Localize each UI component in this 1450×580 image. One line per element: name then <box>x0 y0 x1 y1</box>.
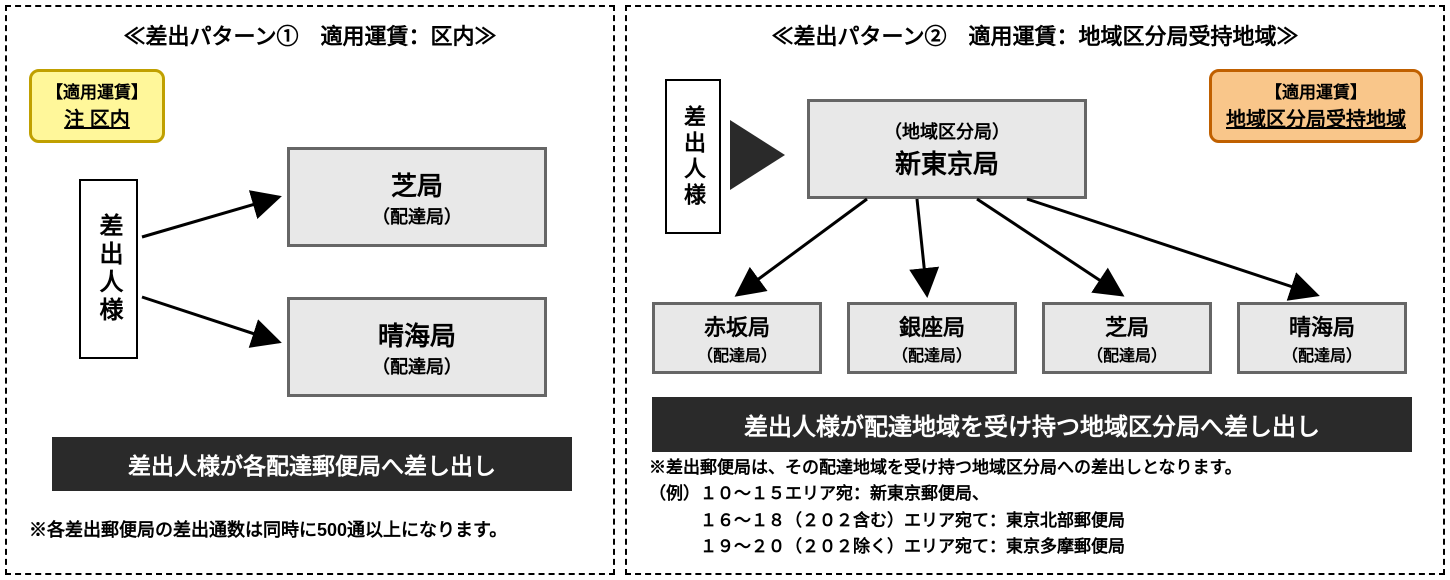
office-sub: （配達局） <box>697 342 777 366</box>
office-box: 晴海局 （配達局） <box>287 297 547 397</box>
fare-badge-right-title: 【適用運賃】 <box>1226 78 1406 103</box>
pattern-1-panel: ≪差出パターン① 適用運賃：区内≫ 【適用運賃】 注 区内 差出人様 芝局 （配… <box>5 5 615 575</box>
pattern-1-title: ≪差出パターン① 適用運賃：区内≫ <box>7 7 613 59</box>
sender-box-left: 差出人様 <box>79 179 138 359</box>
fare-badge-left: 【適用運賃】 注 区内 <box>29 69 165 143</box>
fare-badge-left-value: 注 区内 <box>46 103 148 132</box>
office-name: 芝局 <box>1105 310 1149 342</box>
note-line: １６～１８（２０２含む）エリア宛て：東京北部郵便局 <box>649 508 1242 534</box>
office-name: 赤坂局 <box>704 310 770 342</box>
office-sub: （配達局） <box>892 342 972 366</box>
office-box: 赤坂局 （配達局） <box>652 302 822 374</box>
pattern-2-title: ≪差出パターン② 適用運賃：地域区分局受持地域≫ <box>627 7 1443 59</box>
office-name: 晴海局 <box>378 316 456 353</box>
black-bar-left: 差出人様が各配達郵便局へ差し出し <box>52 437 572 491</box>
hub-name: 新東京局 <box>895 144 999 181</box>
black-bar-right: 差出人様が配達地域を受け持つ地域区分局へ差し出し <box>652 397 1412 452</box>
hub-office-box: （地域区分局） 新東京局 <box>807 99 1087 199</box>
office-box: 芝局 （配達局） <box>287 147 547 247</box>
note-line: ※差出郵便局は、その配達地域を受け持つ地域区分局への差出しとなります。 <box>649 455 1242 481</box>
office-sub: （配達局） <box>1282 342 1362 366</box>
fare-badge-right: 【適用運賃】 地域区分局受持地域 <box>1209 69 1423 143</box>
office-box: 銀座局 （配達局） <box>847 302 1017 374</box>
pattern-2-panel: ≪差出パターン② 適用運賃：地域区分局受持地域≫ 【適用運賃】 地域区分局受持地… <box>625 5 1445 575</box>
office-name: 銀座局 <box>899 310 965 342</box>
note-left: ※各差出郵便局の差出通数は同時に500通以上になります。 <box>29 517 507 544</box>
fare-badge-right-value: 地域区分局受持地域 <box>1226 103 1406 132</box>
note-line: （例）１０～１５エリア宛：新東京郵便局、 <box>649 481 1242 507</box>
sender-box-right: 差出人様 <box>665 79 721 234</box>
office-sub: （配達局） <box>372 353 462 379</box>
notes-right: ※差出郵便局は、その配達地域を受け持つ地域区分局への差出しとなります。 （例）１… <box>649 455 1242 560</box>
big-arrow-icon <box>725 115 795 195</box>
office-box: 晴海局 （配達局） <box>1237 302 1407 374</box>
office-sub: （配達局） <box>1087 342 1167 366</box>
office-name: 芝局 <box>391 166 443 203</box>
fare-badge-left-title: 【適用運賃】 <box>46 78 148 103</box>
office-name: 晴海局 <box>1289 310 1355 342</box>
office-sub: （配達局） <box>372 203 462 229</box>
hub-super: （地域区分局） <box>884 118 1010 144</box>
note-line: １９～２０（２０２除く）エリア宛て：東京多摩郵便局 <box>649 534 1242 560</box>
office-box: 芝局 （配達局） <box>1042 302 1212 374</box>
